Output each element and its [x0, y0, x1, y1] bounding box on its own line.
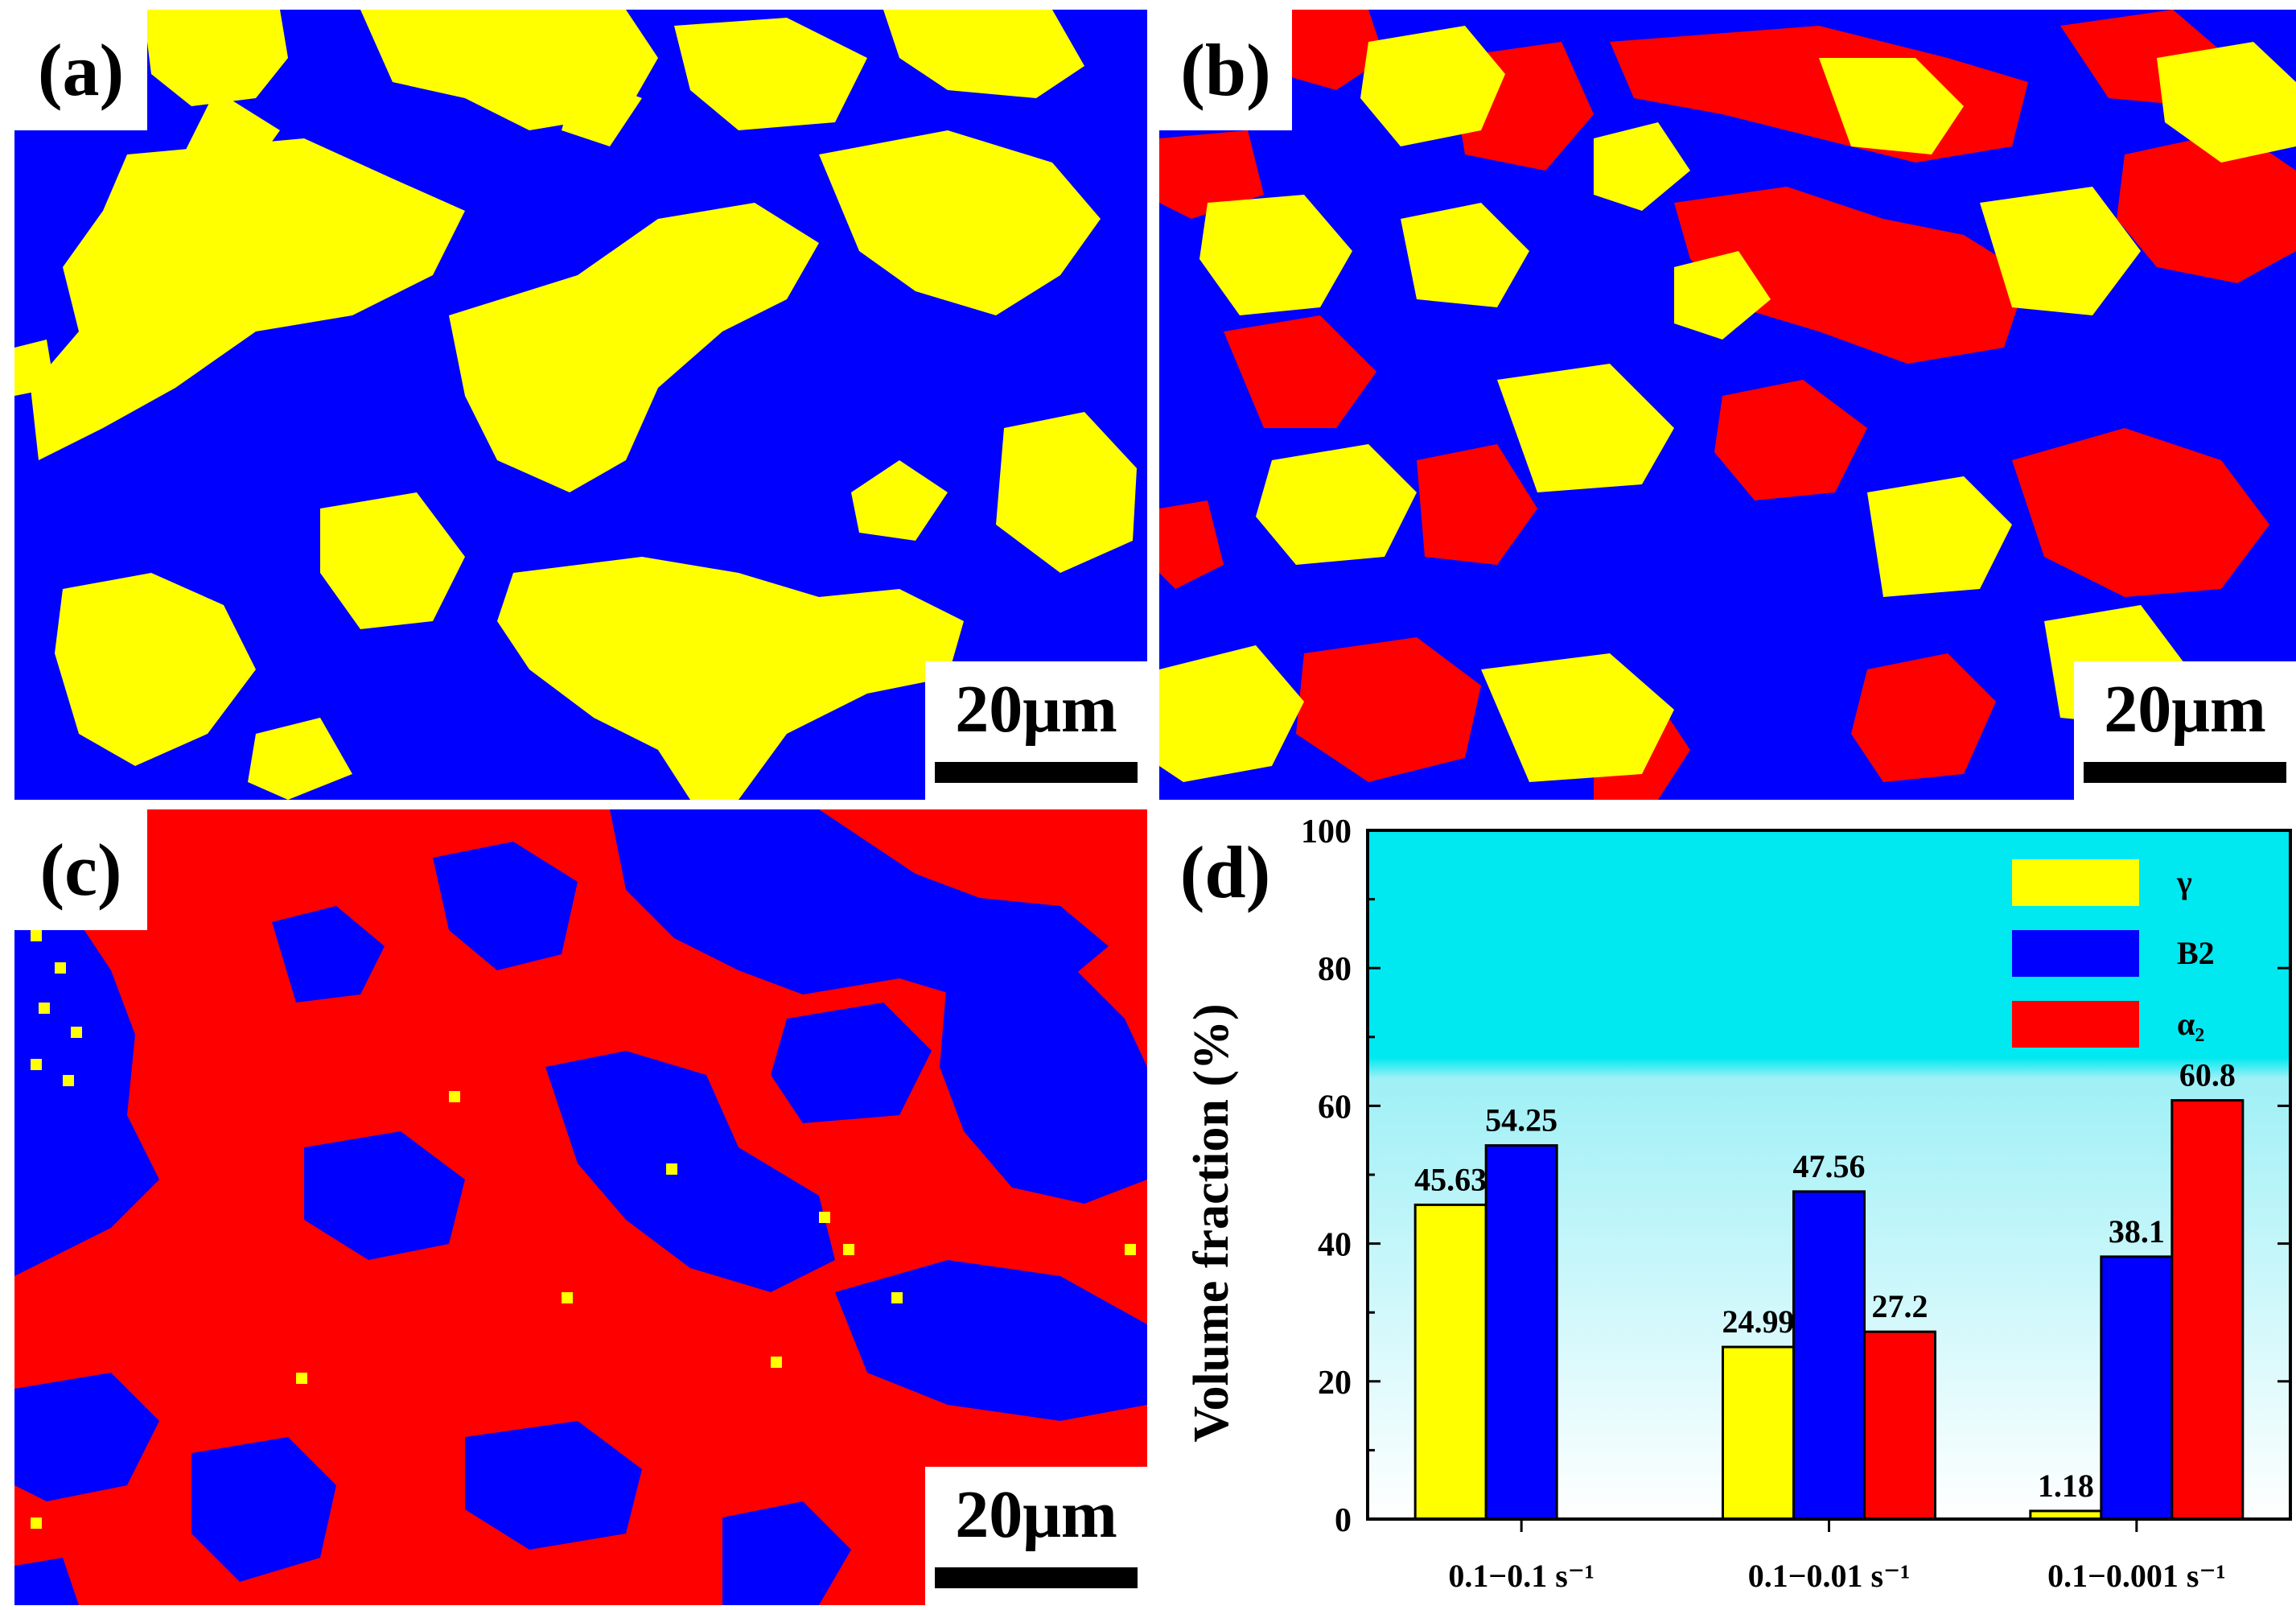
legend-label: α₂: [2177, 1006, 2204, 1042]
legend-swatch-B2: [2012, 930, 2139, 977]
data-label: 47.56: [1793, 1148, 1866, 1184]
bar-γ-1: [1722, 1345, 1795, 1521]
data-label: 24.99: [1722, 1303, 1795, 1340]
x-tick-label: 0.1−0.001 s⁻¹: [2047, 1558, 2225, 1594]
y-tick-label: 0: [1335, 1502, 1352, 1539]
phase-map-b-image: [1159, 10, 2296, 800]
bar-α₂-1: [1863, 1330, 1936, 1521]
phase-map-a: (a) 20μm: [14, 10, 1147, 800]
legend-label: B2: [2177, 935, 2215, 971]
panel-label-b: (b): [1159, 10, 1292, 130]
phase-map-b: (b) 20μm: [1159, 10, 2296, 800]
x-tick-label: 0.1−0.01 s⁻¹: [1748, 1558, 1910, 1594]
y-tick-label: 20: [1318, 1365, 1352, 1402]
data-label: 60.8: [2179, 1057, 2236, 1093]
scale-bar-b-text: 20μm: [2104, 672, 2266, 747]
y-axis-label: Volume fraction (%): [1184, 1003, 1239, 1442]
y-tick-label: 60: [1318, 1089, 1352, 1126]
panel-label-c: (c): [14, 809, 147, 930]
x-tick-label: 0.1−0.1 s⁻¹: [1448, 1558, 1594, 1594]
volume-fraction-chart: 45.63 54.25 0.1−0.1 s⁻¹ 24.99 47.56 27.2 0.1−0…: [1159, 805, 2296, 1610]
scale-bar-b-line: [2084, 762, 2286, 783]
bar-B2-1: [1792, 1190, 1866, 1521]
legend-swatch-α₂: [2012, 1001, 2139, 1048]
data-label: 27.2: [1872, 1288, 1928, 1324]
scale-bar-a-line: [935, 762, 1138, 783]
bar-B2-2: [2100, 1255, 2174, 1521]
scale-bar-a: 20μm: [925, 661, 1147, 800]
phase-map-a-image: [14, 10, 1137, 800]
data-label: 38.1: [2109, 1213, 2165, 1250]
panel-label-d: (d): [1180, 831, 1270, 913]
y-tick-label: 100: [1301, 813, 1352, 850]
scale-bar-c-text: 20μm: [955, 1477, 1117, 1552]
legend-label: γ: [2176, 864, 2192, 900]
chart-svg: 45.63 54.25 0.1−0.1 s⁻¹ 24.99 47.56 27.2 0.1−0…: [1180, 813, 2292, 1594]
phase-map-c-image: [14, 809, 1147, 1605]
phase-map-c: (c) 20μm: [14, 809, 1147, 1605]
scale-bar-b: 20μm: [2074, 661, 2296, 800]
bar-γ-0: [1413, 1203, 1487, 1521]
panel-label-a: (a): [14, 10, 147, 130]
scale-bar-c-line: [935, 1567, 1138, 1588]
y-tick-label: 40: [1318, 1227, 1352, 1264]
scale-bar-a-text: 20μm: [955, 672, 1117, 747]
bar-B2-0: [1484, 1144, 1558, 1521]
scale-bar-c: 20μm: [925, 1467, 1147, 1605]
data-label: 54.25: [1485, 1102, 1557, 1139]
data-label: 1.18: [2038, 1468, 2094, 1504]
bar-α₂-2: [2171, 1099, 2245, 1521]
legend-swatch-γ: [2012, 859, 2139, 906]
data-label: 45.63: [1414, 1161, 1487, 1197]
y-tick-label: 80: [1318, 951, 1352, 988]
